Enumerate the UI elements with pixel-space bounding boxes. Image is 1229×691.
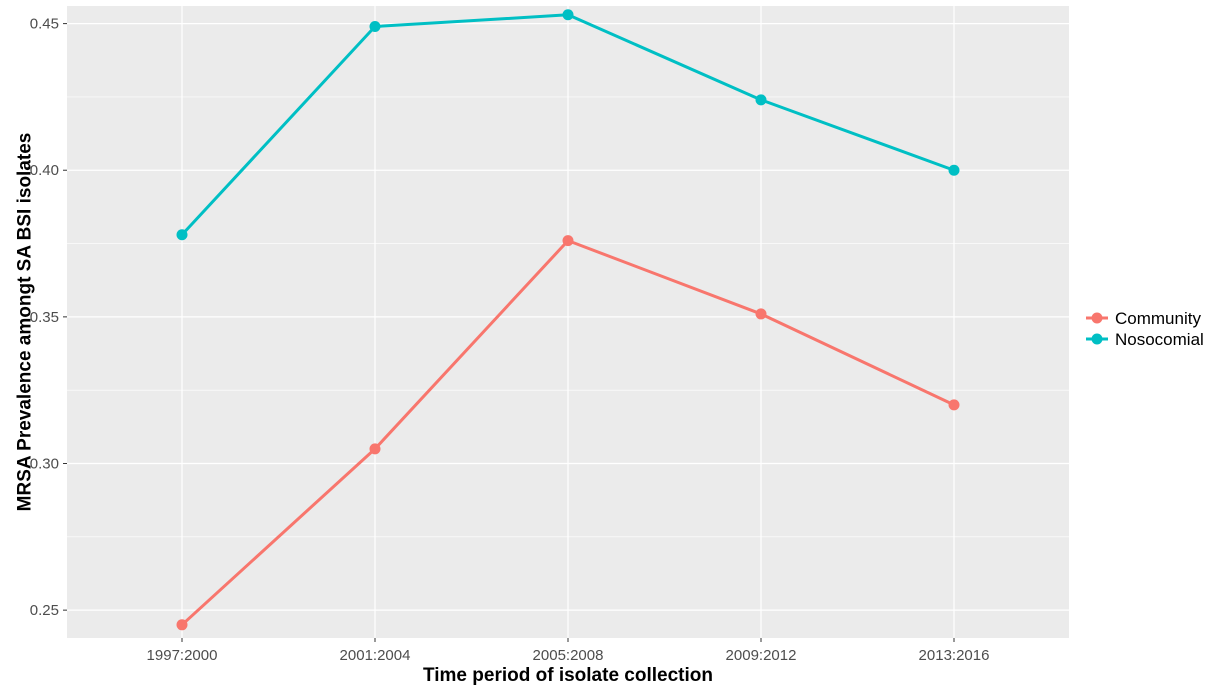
data-point: [948, 399, 960, 411]
y-tick-label: 0.40: [30, 162, 59, 179]
data-point: [562, 235, 574, 247]
x-tick-label: 1997:2000: [147, 647, 218, 664]
x-tick-label: 2005:2008: [533, 647, 604, 664]
y-tick-label: 0.30: [30, 456, 59, 473]
x-tick-label: 2001:2004: [340, 647, 411, 664]
y-tick-label: 0.35: [30, 309, 59, 326]
x-tick-label: 2013:2016: [919, 647, 990, 664]
legend-key-point: [1091, 333, 1103, 345]
data-point: [755, 308, 767, 320]
legend-item-nosocomial: Nosocomial: [1086, 330, 1204, 349]
y-tick-label: 0.45: [30, 16, 59, 33]
data-point: [948, 164, 960, 176]
major-gridlines: [67, 6, 1069, 638]
y-axis: 0.25 0.30 0.35 0.40 0.45: [30, 16, 67, 619]
legend-item-community: Community: [1086, 309, 1201, 328]
data-point: [176, 619, 188, 631]
data-point: [369, 21, 381, 33]
legend-label: Community: [1115, 309, 1201, 328]
y-axis-title: MRSA Prevalence amongt SA BSI isolates: [15, 133, 36, 512]
x-axis: 1997:2000 2001:2004 2005:2008 2009:2012 2013…: [147, 638, 990, 664]
data-point: [562, 9, 574, 21]
series-community: [176, 235, 960, 631]
y-tick-label: 0.25: [30, 602, 59, 619]
data-point: [176, 229, 188, 241]
series-nosocomial: [176, 9, 960, 241]
legend-key-point: [1091, 312, 1103, 324]
series-layer: [176, 9, 960, 631]
x-axis-title: Time period of isolate collection: [423, 665, 713, 686]
x-tick-label: 2009:2012: [726, 647, 797, 664]
legend-label: Nosocomial: [1115, 330, 1204, 349]
legend: Community Nosocomial: [1086, 309, 1204, 349]
data-point: [369, 443, 381, 455]
data-point: [755, 94, 767, 106]
